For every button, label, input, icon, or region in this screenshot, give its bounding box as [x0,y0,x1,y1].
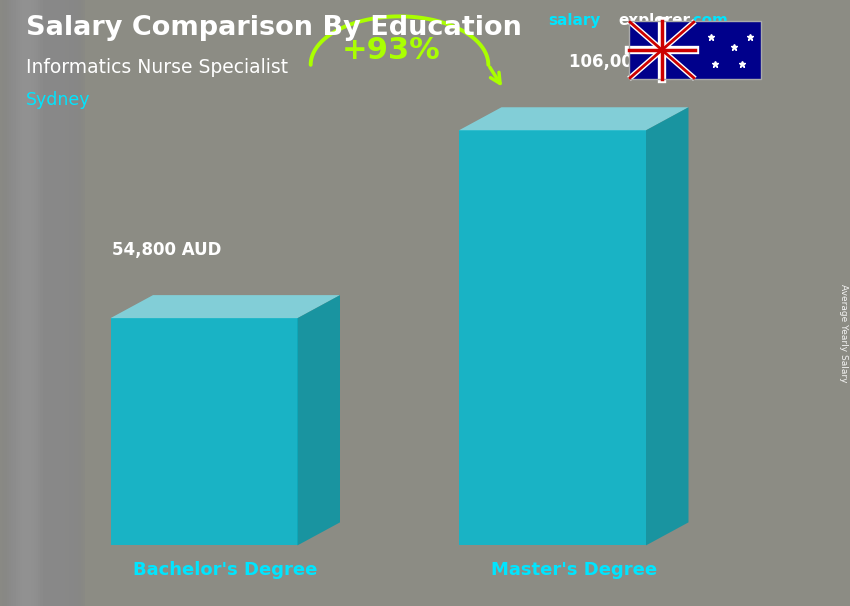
Text: Sydney: Sydney [26,91,90,109]
Bar [27,0,70,606]
Polygon shape [110,318,298,545]
Bar [25,0,67,606]
Polygon shape [110,295,340,318]
Polygon shape [298,295,340,545]
Bar [3,0,45,606]
Bar [4,0,47,606]
Bar [40,0,82,606]
Text: Bachelor's Degree: Bachelor's Degree [133,561,317,579]
Bar [33,0,76,606]
Bar [36,0,78,606]
Text: Master's Degree: Master's Degree [490,561,657,579]
Bar [11,0,54,606]
Text: 54,800 AUD: 54,800 AUD [112,241,221,259]
Bar [38,0,81,606]
Polygon shape [459,130,646,545]
Text: Salary Comparison By Education: Salary Comparison By Education [26,15,521,41]
Bar [0,0,42,606]
Text: Average Yearly Salary: Average Yearly Salary [839,284,848,382]
Bar [31,0,74,606]
Text: explorer: explorer [618,13,690,28]
Text: 106,000 AUD: 106,000 AUD [569,53,689,71]
Polygon shape [646,107,688,545]
Text: salary: salary [548,13,601,28]
Text: .com: .com [688,13,728,28]
Bar [629,21,761,79]
Bar [18,0,60,606]
Polygon shape [459,107,689,130]
Text: Informatics Nurse Specialist: Informatics Nurse Specialist [26,58,287,76]
Bar [15,0,58,606]
Bar [7,0,49,606]
Bar [20,0,63,606]
Bar [42,0,85,606]
Bar [29,0,71,606]
Bar [9,0,52,606]
Bar [22,0,65,606]
Bar [14,0,56,606]
Bar [629,21,761,79]
Text: +93%: +93% [342,36,440,65]
